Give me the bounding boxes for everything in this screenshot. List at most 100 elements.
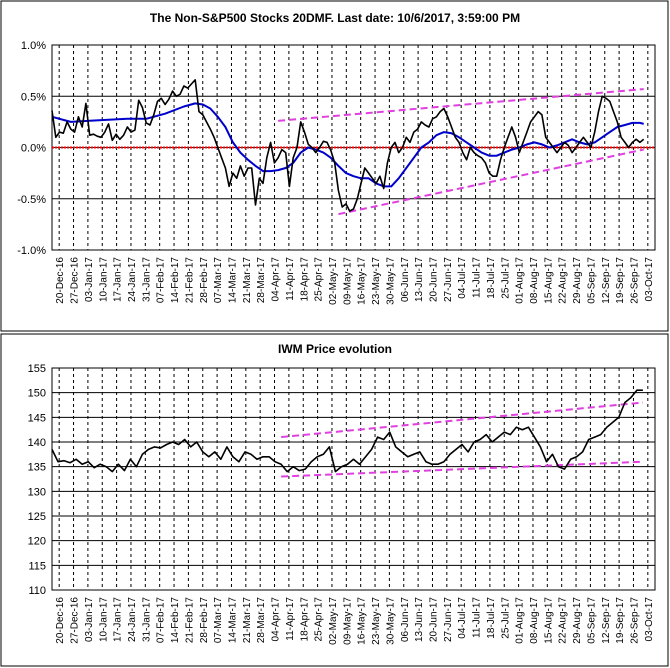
upper-x-tick-label: 27-Jun-17 [443, 257, 454, 302]
lower-x-tick-label: 28-Feb-17 [199, 597, 210, 644]
upper-x-tick-label: 03-Jan-17 [84, 257, 95, 302]
lower-x-tick-label: 25-Apr-17 [314, 597, 325, 642]
upper-x-tick-label: 31-Jan-17 [141, 257, 152, 302]
lower-plot-border [51, 367, 656, 591]
upper-x-tick-label: 13-Jun-17 [414, 257, 425, 302]
upper-x-tick-label: 25-Apr-17 [314, 257, 325, 302]
lower-x-tick-label: 29-Aug-17 [572, 597, 583, 644]
upper-x-tick-label: 26-Sep-17 [629, 257, 640, 304]
lower-x-tick-label: 24-Jan-17 [127, 597, 138, 642]
lower-x-tick-label: 11-Apr-17 [285, 597, 296, 641]
upper-x-tick-label: 28-Mar-17 [256, 257, 267, 304]
upper-x-tick-label: 07-Feb-17 [156, 257, 167, 304]
lower-x-tick-label: 22-Aug-17 [558, 597, 569, 644]
lower-x-tick-label: 07-Mar-17 [213, 597, 224, 644]
lower-x-tick-label: 14-Feb-17 [170, 597, 181, 644]
lower-x-tick-label: 05-Sep-17 [586, 597, 597, 644]
upper-y-tick-label: -0.5% [17, 194, 46, 206]
upper-x-tick-label: 28-Feb-17 [199, 257, 210, 304]
upper-x-tick-label: 20-Dec-16 [55, 257, 66, 304]
lower-chart-frame [0, 333, 669, 667]
upper-plot-area: 20-Dec-16 27-Dec-16 03-Jan-17 10-Jan-17 17-J… [17, 40, 656, 305]
lower-x-tick-label: 20-Jun-17 [428, 597, 439, 642]
upper-trendline [278, 88, 644, 122]
upper-x-tick-label: 12-Sep-17 [601, 257, 612, 304]
upper-indicator-line [51, 79, 645, 212]
upper-moving-average-line [51, 102, 644, 188]
upper-x-tick-label: 23-May-17 [371, 257, 382, 305]
upper-x-tick-label: 04-Apr-17 [271, 257, 282, 302]
lower-x-tick-label: 09-May-17 [342, 597, 353, 645]
upper-x-tick-label: 05-Sep-17 [586, 257, 597, 304]
upper-x-tick-label: 21-Mar-17 [242, 257, 253, 304]
lower-x-tick-label: 28-Mar-17 [256, 597, 267, 644]
lower-y-tick-label: 135 [28, 462, 46, 474]
lower-y-tick-label: 120 [28, 536, 46, 548]
lower-x-tick-label: 31-Jan-17 [141, 597, 152, 642]
upper-y-tick-label: 0.0% [21, 143, 46, 155]
upper-x-tick-label: 14-Feb-17 [170, 257, 181, 304]
upper-x-tick-label: 22-Aug-17 [558, 257, 569, 304]
lower-x-tick-label: 27-Dec-16 [70, 597, 81, 644]
lower-x-tick-label: 10-Jan-17 [98, 597, 109, 642]
upper-x-tick-label: 01-Aug-17 [515, 257, 526, 304]
lower-y-tick-label: 145 [28, 412, 46, 424]
lower-chart-title: IWM Price evolution [278, 342, 392, 356]
upper-x-tick-label: 03-Oct-17 [644, 257, 655, 302]
upper-x-tick-label: 18-Apr-17 [299, 257, 310, 302]
lower-trendline [281, 401, 644, 439]
lower-x-tick-label: 12-Sep-17 [601, 597, 612, 644]
lower-x-tick-label: 15-Aug-17 [543, 597, 554, 644]
lower-plot-area: 20-Dec-16 27-Dec-16 03-Jan-17 10-Jan-17 17-J… [28, 363, 656, 645]
lower-y-tick-label: 140 [28, 437, 46, 449]
upper-x-tick-label: 19-Sep-17 [615, 257, 626, 304]
lower-y-tick-label: 125 [28, 511, 46, 523]
lower-x-tick-label: 23-May-17 [371, 597, 382, 645]
lower-x-tick-label: 21-Mar-17 [242, 597, 253, 644]
upper-x-tick-label: 11-Apr-17 [285, 257, 296, 301]
lower-x-tick-label: 18-Jul-17 [486, 597, 497, 639]
upper-chart-title: The Non-S&P500 Stocks 20DMF. Last date: … [150, 11, 520, 25]
upper-x-tick-label: 07-Mar-17 [213, 257, 224, 304]
lower-x-tick-label: 11-Jul-17 [472, 597, 483, 638]
lower-y-tick-label: 155 [28, 363, 46, 375]
upper-x-tick-label: 14-Mar-17 [227, 257, 238, 304]
upper-x-tick-label: 27-Dec-16 [70, 257, 81, 304]
upper-y-tick-label: 1.0% [21, 40, 46, 52]
upper-x-tick-label: 11-Jul-17 [472, 257, 483, 298]
lower-x-tick-label: 27-Jun-17 [443, 597, 454, 642]
lower-y-tick-label: 110 [28, 585, 46, 597]
lower-x-tick-label: 02-May-17 [328, 597, 339, 645]
lower-x-tick-label: 30-May-17 [385, 597, 396, 645]
lower-y-tick-label: 130 [28, 486, 46, 498]
lower-x-tick-label: 03-Oct-17 [644, 597, 655, 642]
lower-x-tick-label: 04-Jul-17 [457, 597, 468, 639]
lower-x-tick-label: 13-Jun-17 [414, 597, 425, 642]
lower-x-tick-label: 21-Feb-17 [184, 597, 195, 644]
lower-x-tick-label: 19-Sep-17 [615, 597, 626, 644]
upper-x-tick-label: 15-Aug-17 [543, 257, 554, 304]
lower-y-tick-label: 150 [28, 388, 46, 400]
lower-x-tick-label: 06-Jun-17 [400, 597, 411, 642]
upper-x-tick-label: 10-Jan-17 [98, 257, 109, 302]
upper-x-tick-label: 17-Jan-17 [113, 257, 124, 302]
upper-x-tick-label: 20-Jun-17 [428, 257, 439, 302]
lower-trendline [281, 460, 643, 478]
upper-x-tick-label: 02-May-17 [328, 257, 339, 305]
upper-x-tick-label: 16-May-17 [357, 257, 368, 305]
lower-x-tick-label: 08-Aug-17 [529, 597, 540, 644]
upper-y-tick-label: -1.0% [17, 245, 46, 257]
lower-x-tick-label: 20-Dec-16 [55, 597, 66, 644]
upper-chart-frame [0, 0, 669, 332]
lower-x-tick-label: 18-Apr-17 [299, 597, 310, 642]
upper-x-tick-label: 30-May-17 [385, 257, 396, 305]
lower-x-tick-label: 14-Mar-17 [227, 597, 238, 644]
upper-trendline [338, 148, 644, 216]
upper-x-tick-label: 06-Jun-17 [400, 257, 411, 302]
lower-x-tick-label: 16-May-17 [357, 597, 368, 645]
upper-x-tick-label: 24-Jan-17 [127, 257, 138, 302]
lower-y-tick-label: 115 [28, 560, 46, 572]
lower-x-tick-label: 17-Jan-17 [113, 597, 124, 642]
